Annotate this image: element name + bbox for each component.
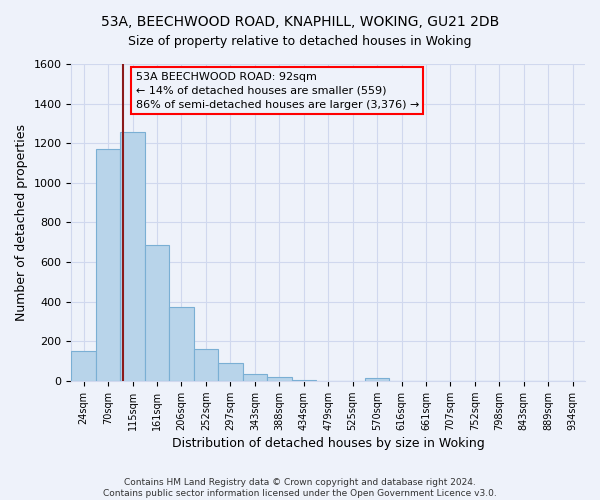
Text: 53A, BEECHWOOD ROAD, KNAPHILL, WOKING, GU21 2DB: 53A, BEECHWOOD ROAD, KNAPHILL, WOKING, G…	[101, 15, 499, 29]
Bar	[145, 245, 169, 381]
Y-axis label: Number of detached properties: Number of detached properties	[15, 124, 28, 321]
Bar	[169, 306, 194, 381]
Bar	[242, 374, 267, 381]
Text: Size of property relative to detached houses in Woking: Size of property relative to detached ho…	[128, 35, 472, 48]
Bar	[365, 378, 389, 381]
X-axis label: Distribution of detached houses by size in Woking: Distribution of detached houses by size …	[172, 437, 485, 450]
Bar	[218, 363, 242, 381]
Bar	[71, 351, 96, 381]
Text: 53A BEECHWOOD ROAD: 92sqm
← 14% of detached houses are smaller (559)
86% of semi: 53A BEECHWOOD ROAD: 92sqm ← 14% of detac…	[136, 72, 419, 110]
Text: Contains HM Land Registry data © Crown copyright and database right 2024.
Contai: Contains HM Land Registry data © Crown c…	[103, 478, 497, 498]
Bar	[267, 377, 292, 381]
Bar	[194, 349, 218, 381]
Bar	[292, 380, 316, 381]
Bar	[121, 132, 145, 381]
Bar	[96, 149, 121, 381]
